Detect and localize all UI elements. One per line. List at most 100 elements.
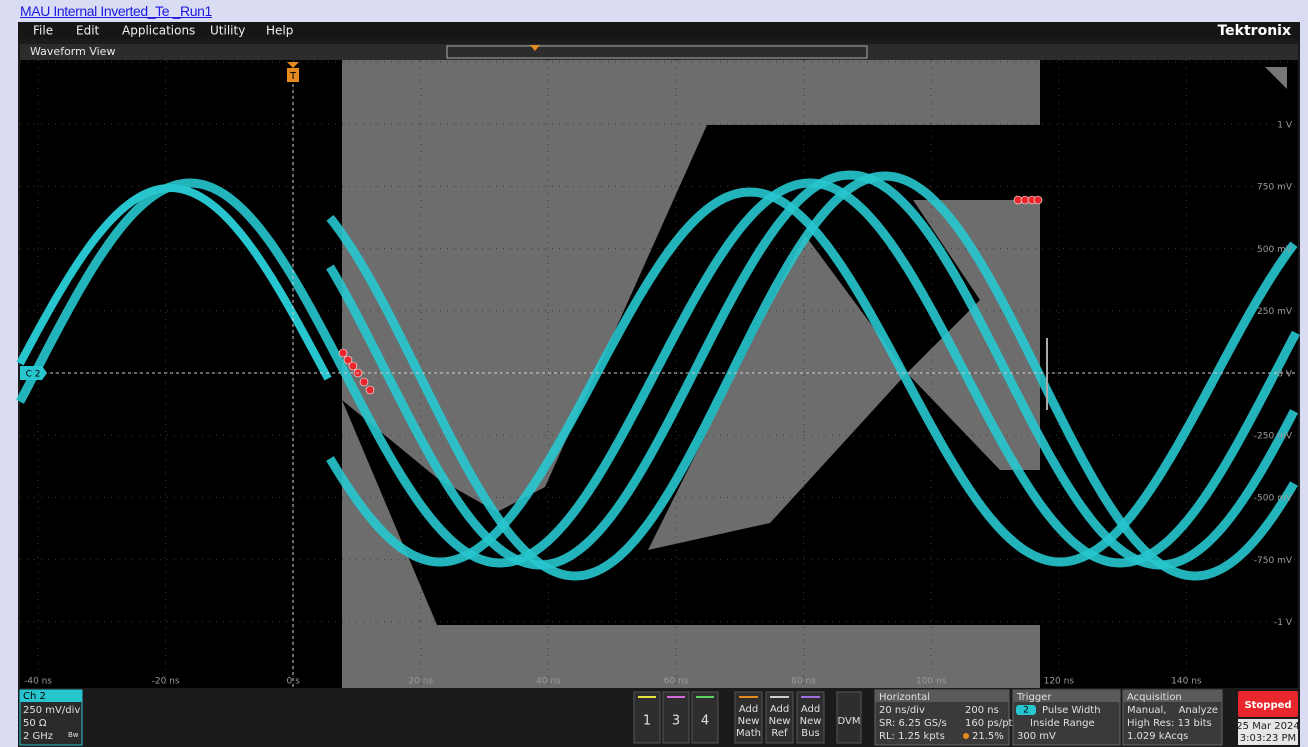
horizontal-sr: SR: 6.25 GS/s — [879, 718, 947, 729]
zoom-corner — [1265, 67, 1287, 89]
add-button[interactable] — [765, 691, 794, 744]
x-label: 80 ns — [791, 677, 816, 687]
clock — [1238, 719, 1298, 745]
overview-trigger — [530, 45, 540, 51]
trigger-marker[interactable] — [287, 68, 299, 82]
trigger-header — [1013, 690, 1120, 702]
view-title: Waveform View — [30, 45, 115, 58]
x-label: -40 ns — [24, 677, 52, 687]
add-button[interactable] — [734, 691, 763, 744]
horizontal-scale: 20 ns/div — [879, 705, 925, 716]
trigger-level: 300 mV — [1017, 731, 1056, 742]
stopped-button[interactable] — [1238, 691, 1298, 717]
channel-button[interactable] — [662, 691, 690, 744]
y-label: -1 V — [1274, 618, 1293, 628]
add-button-label: Bus — [801, 728, 819, 739]
x-label: 20 ns — [408, 677, 433, 687]
x-label: -20 ns — [152, 677, 180, 687]
add-button-label: Ref — [771, 728, 788, 739]
menu-item[interactable]: Utility — [210, 24, 245, 38]
menu-item[interactable]: Help — [266, 24, 293, 38]
status: Stopped — [1244, 700, 1291, 711]
menu-item[interactable]: Edit — [76, 24, 100, 38]
dvm-label: DVM — [838, 716, 861, 727]
channel-button-label: 3 — [672, 714, 680, 729]
horizontal-header — [875, 690, 1009, 702]
position-icon — [963, 733, 969, 739]
trace — [16, 178, 1300, 568]
mask-hit — [1033, 195, 1043, 205]
window-title[interactable]: MAU Internal Inverted_Te _Run1 — [20, 3, 212, 19]
menu-item[interactable]: Applications — [122, 24, 195, 38]
trigger-label: T — [289, 71, 297, 82]
y-label: -500 mV — [1254, 494, 1293, 504]
trigger-type: Pulse Width — [1042, 705, 1101, 716]
trigger-arrow — [287, 62, 299, 68]
trigger-source-badge — [1016, 705, 1036, 715]
channel-badge-header — [20, 690, 82, 702]
channel-bandwidth: 2 GHz — [23, 731, 53, 742]
horizontal-title: Horizontal — [879, 692, 930, 703]
add-button-label: New — [769, 716, 791, 727]
trigger-condition: Inside Range — [1030, 718, 1095, 729]
mask-center — [648, 235, 907, 550]
acquisition-analyze: Analyze — [1179, 705, 1218, 716]
dvm-button[interactable] — [836, 691, 862, 744]
acquisition-header — [1123, 690, 1222, 702]
y-label: 1 V — [1277, 121, 1293, 131]
x-label: 140 ns — [1171, 677, 1202, 687]
trigger-title: Trigger — [1016, 692, 1052, 703]
acquisition-count: 1.029 kAcqs — [1127, 731, 1188, 742]
date: 25 Mar 2024 — [1236, 721, 1299, 732]
time: 3:03:23 PM — [1240, 733, 1296, 744]
add-button-label: Add — [801, 704, 820, 715]
add-button-label: Add — [770, 704, 789, 715]
channel-button-label: 4 — [701, 714, 709, 729]
trace — [326, 170, 1298, 570]
y-label: 0 V — [1277, 369, 1293, 379]
horizontal-rl: RL: 1.25 kpts — [879, 731, 945, 742]
add-button-label: Add — [739, 704, 758, 715]
add-button-label: Math — [736, 728, 761, 739]
add-button[interactable] — [796, 691, 825, 744]
channel-marker-label: C 2 — [26, 370, 41, 380]
trace — [326, 171, 1298, 581]
horizontal-resolution: 160 ps/pt — [965, 718, 1013, 729]
horizontal-position: 21.5% — [972, 731, 1004, 742]
channel-button[interactable] — [633, 691, 661, 744]
logo: Tektronix — [1217, 23, 1291, 39]
mask-hit — [348, 361, 358, 371]
channel-button[interactable] — [691, 691, 719, 744]
trigger-source: 2 — [1023, 706, 1029, 716]
overview — [446, 45, 868, 59]
y-label: 500 mV — [1257, 245, 1293, 255]
horizontal-duration: 200 ns — [965, 705, 999, 716]
mask-hit — [359, 377, 369, 387]
channel-marker[interactable] — [20, 366, 47, 380]
menu-item[interactable]: File — [33, 24, 53, 38]
add-button-label: New — [738, 716, 760, 727]
mask-hit — [338, 348, 348, 358]
x-label: 100 ns — [916, 677, 947, 687]
acquisition-resolution: High Res: 13 bits — [1127, 718, 1212, 729]
channel-scale: 250 mV/div — [23, 705, 80, 716]
y-label: -750 mV — [1254, 556, 1293, 566]
view-bar — [20, 44, 1298, 60]
bw-icon: Bw — [68, 731, 79, 739]
acquisition-title: Acquisition — [1127, 692, 1182, 703]
x-label: 120 ns — [1044, 677, 1075, 687]
channel-button-label: 1 — [643, 714, 651, 729]
acquisition-mode: Manual, — [1127, 705, 1167, 716]
add-button-label: New — [800, 716, 822, 727]
x-label: 40 ns — [536, 677, 561, 687]
x-label: 60 ns — [664, 677, 689, 687]
y-label: 750 mV — [1257, 183, 1293, 193]
mask-hit — [343, 355, 353, 365]
menu-bar — [18, 22, 1300, 39]
traces — [16, 170, 1300, 581]
y-label: 250 mV — [1257, 307, 1293, 317]
x-label: 0 s — [287, 677, 301, 687]
